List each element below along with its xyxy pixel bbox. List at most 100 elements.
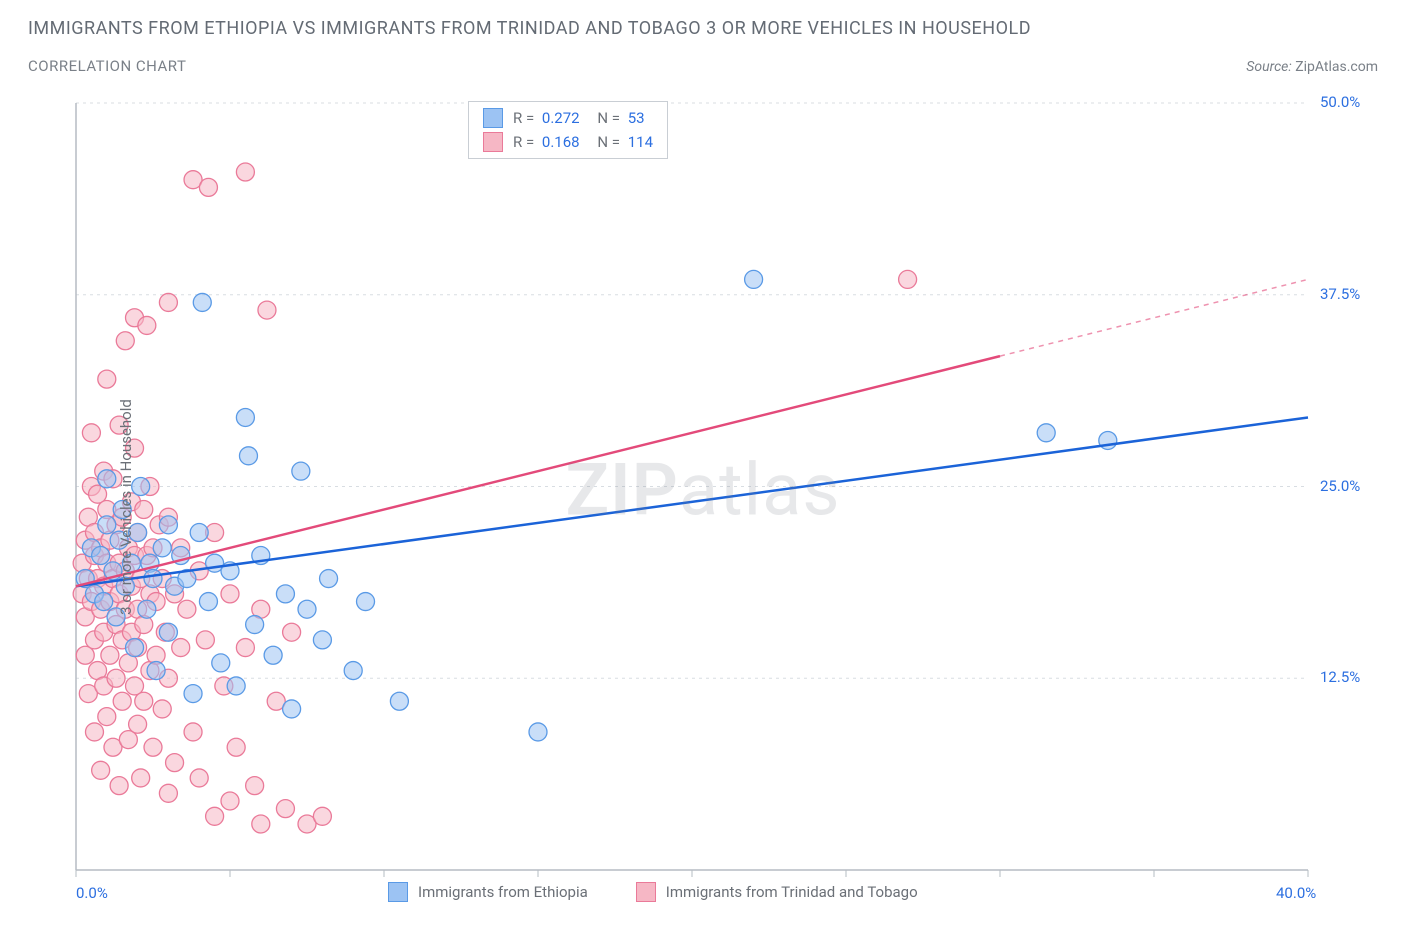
scatter-point [101,646,119,664]
scatter-point [313,631,331,649]
legend-swatch [483,132,503,152]
scatter-point [98,516,116,534]
trend-line [76,417,1308,586]
scatter-point [212,654,230,672]
scatter-point [239,447,257,465]
legend-swatch [388,882,408,902]
scatter-point [159,516,177,534]
scatter-point [147,662,165,680]
series-legend: Immigrants from Ethiopia Immigrants from … [388,882,918,902]
scatter-point [92,761,110,779]
scatter-point [138,600,156,618]
scatter-point [899,270,917,288]
series-label: Immigrants from Trinidad and Tobago [666,883,918,901]
scatter-point [184,685,202,703]
scatter-point [221,792,239,810]
scatter-point [246,616,264,634]
x-tick-label: 40.0% [1276,884,1316,902]
scatter-point [221,585,239,603]
scatter-point [252,815,270,833]
scatter-point [344,662,362,680]
scatter-point [138,316,156,334]
stats-legend-row: R = 0.168 N = 114 [483,132,653,152]
x-tick-label: 0.0% [76,884,108,902]
scatter-point [258,301,276,319]
chart-title: IMMIGRANTS FROM ETHIOPIA VS IMMIGRANTS F… [28,18,1378,39]
scatter-point [144,570,162,588]
scatter-point [107,669,125,687]
stats-legend-row: R = 0.272 N = 53 [483,108,653,128]
scatter-point [129,715,147,733]
scatter-point [98,370,116,388]
scatter-point [116,332,134,350]
scatter-point [745,270,763,288]
correlation-chart: 3 or more Vehicles in Household ZIPatlas… [28,95,1378,918]
scatter-point [132,769,150,787]
scatter-point [227,677,245,695]
scatter-point [159,623,177,641]
scatter-point [390,692,408,710]
scatter-point [196,631,214,649]
scatter-point [113,692,131,710]
scatter-point [292,462,310,480]
scatter-point [529,723,547,741]
scatter-point [199,178,217,196]
legend-swatch [483,108,503,128]
series-legend-item: Immigrants from Trinidad and Tobago [636,882,918,902]
scatter-point [144,738,162,756]
scatter-point [264,646,282,664]
y-tick-label: 37.5% [1320,285,1360,303]
scatter-point [135,501,153,519]
scatter-point [159,784,177,802]
scatter-point [166,754,184,772]
scatter-point [283,700,301,718]
scatter-point [236,639,254,657]
y-tick-label: 12.5% [1320,668,1360,686]
scatter-point [357,593,375,611]
scatter-point [126,639,144,657]
scatter-point [276,585,294,603]
trend-line-extrapolation [1000,279,1308,356]
scatter-point [172,639,190,657]
scatter-point [184,723,202,741]
chart-subtitle: CORRELATION CHART [28,57,186,75]
scatter-point [82,424,100,442]
scatter-point [227,738,245,756]
scatter-point [190,769,208,787]
chart-header: IMMIGRANTS FROM ETHIOPIA VS IMMIGRANTS F… [0,0,1406,75]
scatter-point [98,470,116,488]
scatter-point [246,777,264,795]
scatter-point [159,293,177,311]
legend-swatch [636,882,656,902]
y-tick-label: 50.0% [1320,93,1360,111]
scatter-point [276,800,294,818]
scatter-point [92,547,110,565]
scatter-point [320,570,338,588]
scatter-plot-svg [28,95,1378,918]
scatter-point [236,408,254,426]
scatter-point [199,593,217,611]
trend-line [76,356,1000,586]
source-attribution: Source: ZipAtlas.com [1246,59,1378,75]
y-axis-label: 3 or more Vehicles in Household [117,399,135,615]
scatter-point [1037,424,1055,442]
scatter-point [298,600,316,618]
scatter-point [110,777,128,795]
series-label: Immigrants from Ethiopia [418,883,588,901]
scatter-point [206,807,224,825]
scatter-point [153,700,171,718]
scatter-point [135,692,153,710]
scatter-point [283,623,301,641]
scatter-point [153,539,171,557]
stats-legend: R = 0.272 N = 53 R = 0.168 N = 114 [468,101,668,159]
scatter-point [95,593,113,611]
scatter-point [98,708,116,726]
scatter-point [190,524,208,542]
scatter-point [85,723,103,741]
series-legend-item: Immigrants from Ethiopia [388,882,588,902]
scatter-point [236,163,254,181]
scatter-point [313,807,331,825]
scatter-point [178,600,196,618]
scatter-point [193,293,211,311]
y-tick-label: 25.0% [1320,477,1360,495]
